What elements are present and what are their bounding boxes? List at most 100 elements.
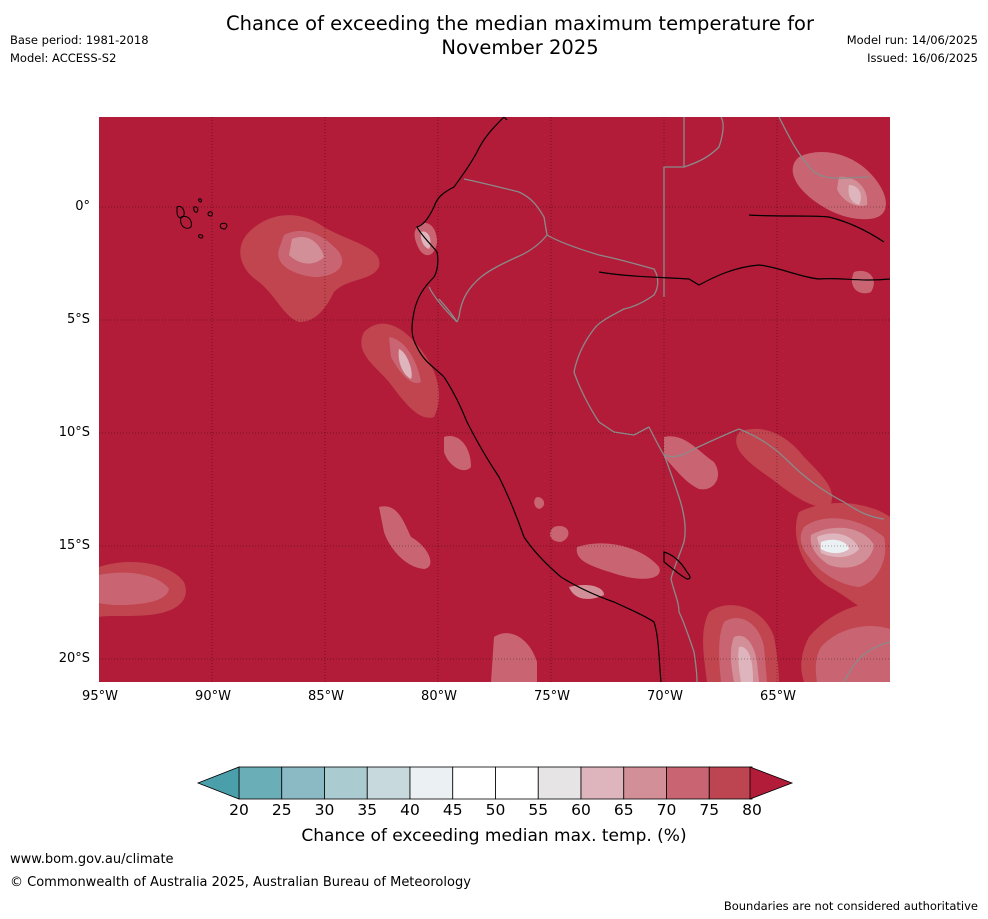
colorbar-tick-label: 20 <box>229 801 249 819</box>
grid-lines <box>99 117 890 682</box>
colorbar-box <box>580 766 625 800</box>
map-panel <box>99 117 890 682</box>
island <box>207 211 213 217</box>
border-colombia-ecuador <box>456 178 548 323</box>
border-chile-bolivia <box>678 611 698 682</box>
lon-label: 65°W <box>760 689 796 704</box>
colorbar-box <box>452 766 496 800</box>
lon-label: 90°W <box>195 689 231 704</box>
lat-label: 15°S <box>58 538 90 553</box>
contour-patch <box>398 349 412 379</box>
galapagos-islands <box>176 198 228 239</box>
colorbar-tick-label: 30 <box>314 801 335 819</box>
issued-date: Issued: 16/06/2025 <box>867 51 978 65</box>
contour-patches <box>99 152 890 682</box>
colorbar-tick-label: 40 <box>400 801 420 819</box>
island <box>198 198 202 203</box>
contour-patch <box>99 572 169 605</box>
colorbar-tick-label: 50 <box>485 801 506 819</box>
contour-patch <box>569 584 604 599</box>
colorbar-box <box>409 766 454 800</box>
colorbar-title: Chance of exceeding median max. temp. (%… <box>301 826 687 846</box>
colorbar-box <box>281 766 325 800</box>
country-borders <box>428 117 890 682</box>
lat-label: 20°S <box>58 651 90 666</box>
coast-pacific <box>411 117 662 682</box>
border-guyana <box>778 117 870 179</box>
border-venezuela-brazil <box>683 117 724 168</box>
colorbar-box <box>708 766 753 800</box>
contour-patch <box>738 646 753 682</box>
lon-label: 80°W <box>421 689 457 704</box>
island <box>176 206 185 219</box>
contour-patch <box>549 525 569 542</box>
contour-patch <box>576 543 660 579</box>
contour-patch <box>534 497 545 509</box>
border-colombia-venezuela <box>663 117 685 297</box>
border-bolivia-paraguay <box>843 641 890 682</box>
footer-note: Boundaries are not considered authoritat… <box>723 899 978 913</box>
contour-patch <box>821 539 849 554</box>
contour-patch <box>815 626 890 682</box>
lat-label: 0° <box>75 199 90 214</box>
border-ecuador-peru <box>428 286 458 323</box>
island <box>193 206 199 213</box>
colorbar-tick-label: 35 <box>357 801 378 819</box>
colorbar-tick-label: 75 <box>699 801 720 819</box>
colorbar-box <box>495 766 539 800</box>
meta-left: Base period: 1981-2018 Model: ACCESS-S2 <box>10 31 149 67</box>
lon-label: 95°W <box>82 689 118 704</box>
lon-label: 85°W <box>308 689 344 704</box>
lat-label: 10°S <box>58 425 90 440</box>
model-run: Model run: 14/06/2025 <box>846 33 978 47</box>
contour-patch <box>848 185 861 205</box>
footer-url: www.bom.gov.au/climate <box>10 852 174 867</box>
island <box>180 216 192 229</box>
meta-right: Model run: 14/06/2025 Issued: 16/06/2025 <box>847 31 978 67</box>
colorbar-tick-label: 80 <box>742 801 762 819</box>
title-line-1: Chance of exceeding the median maximum t… <box>225 12 815 35</box>
border-peru-brazil <box>648 426 740 458</box>
border-colombia-brazil <box>546 234 659 436</box>
colorbar-box <box>366 766 411 800</box>
contour-patch <box>289 237 324 264</box>
island <box>198 234 204 239</box>
contour-patch <box>736 428 833 508</box>
footer-copyright: © Commonwealth of Australia 2025, Austra… <box>10 875 471 890</box>
coast-rio-negro <box>748 214 885 243</box>
colorbar-box <box>537 766 582 800</box>
contour-patch <box>491 633 537 682</box>
map-svg <box>99 117 890 682</box>
chart-title: Chance of exceeding the median maximum t… <box>150 12 890 60</box>
model-name: Model: ACCESS-S2 <box>10 51 117 65</box>
border-bolivia-brazil <box>738 428 885 520</box>
colorbar-tick-label: 65 <box>613 801 634 819</box>
colorbar-box <box>238 766 283 800</box>
lat-label: 5°S <box>66 312 90 327</box>
colorbar-high-extend <box>749 766 794 800</box>
contour-patch <box>851 270 874 294</box>
base-period: Base period: 1981-2018 <box>10 33 149 47</box>
colorbar-tick-label: 25 <box>271 801 292 819</box>
colorbar <box>196 766 794 800</box>
island <box>219 222 228 230</box>
colorbar-tick-label: 45 <box>442 801 463 819</box>
colorbar-box <box>666 766 710 800</box>
title-line-2: November 2025 <box>441 36 599 59</box>
colorbar-tick-label: 60 <box>571 801 591 819</box>
contour-patch <box>444 436 471 471</box>
contour-patch <box>664 436 719 490</box>
coast-amazon <box>598 264 890 286</box>
lon-label: 70°W <box>647 689 683 704</box>
colorbar-tick-label: 55 <box>528 801 549 819</box>
coast-titicaca <box>663 551 691 580</box>
coastlines <box>411 117 890 682</box>
coast-caribbean <box>503 117 508 121</box>
border-peru-bolivia <box>663 454 686 613</box>
colorbar-box <box>623 766 667 800</box>
contour-patch <box>379 506 431 569</box>
colorbar-tick-label: 70 <box>656 801 677 819</box>
colorbar-box <box>324 766 368 800</box>
colorbar-low-extend <box>196 766 240 800</box>
lon-label: 75°W <box>534 689 570 704</box>
